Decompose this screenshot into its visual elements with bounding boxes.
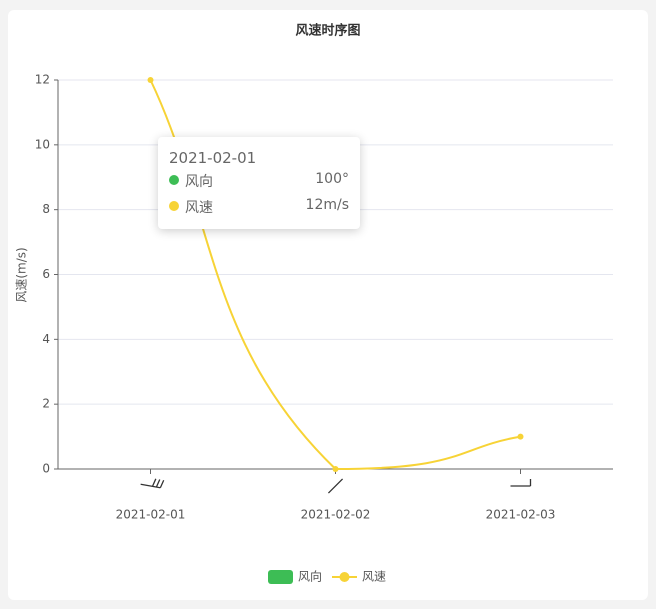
y-tick-label: 10	[35, 137, 50, 151]
x-tick-label: 2021-02-02	[301, 508, 371, 522]
legend-label: 风向	[298, 569, 322, 584]
speed-point	[517, 433, 524, 440]
y-axis-label: 风速(m/s)	[15, 247, 29, 302]
y-tick-label: 6	[42, 267, 50, 281]
tooltip-name: 风向	[185, 174, 213, 190]
legend-swatch	[339, 572, 350, 582]
legend-swatch	[268, 570, 293, 584]
tooltip-dot	[169, 175, 179, 185]
y-tick-label: 2	[42, 397, 50, 411]
wind-barb	[327, 478, 344, 494]
tooltip-name: 风速	[185, 200, 213, 216]
barb-feather	[159, 479, 165, 489]
x-tick-label: 2021-02-03	[486, 508, 556, 522]
chart-title: 风速时序图	[295, 23, 360, 39]
tooltip-title: 2021-02-01	[169, 149, 257, 167]
barb-feather	[155, 479, 161, 488]
y-tick-label: 8	[42, 202, 50, 216]
wind-barb	[140, 478, 165, 489]
y-tick-label: 4	[42, 332, 50, 346]
legend-label: 风速	[362, 570, 386, 584]
card	[8, 10, 648, 600]
barb-feather	[151, 478, 157, 487]
tooltip: 2021-02-01 风向 100° 风速 12m/s	[158, 137, 360, 229]
y-tick-label: 0	[42, 462, 50, 476]
tooltip-dot	[169, 201, 179, 211]
speed-point	[147, 77, 154, 83]
tooltip-value: 100°	[315, 171, 349, 187]
y-tick-label: 12	[35, 73, 50, 87]
x-tick-label: 2021-02-01	[116, 508, 186, 522]
wind-barb	[510, 479, 532, 487]
speed-point	[332, 466, 339, 472]
barb-shaft	[327, 478, 344, 494]
tooltip-value: 12m/s	[305, 197, 349, 213]
